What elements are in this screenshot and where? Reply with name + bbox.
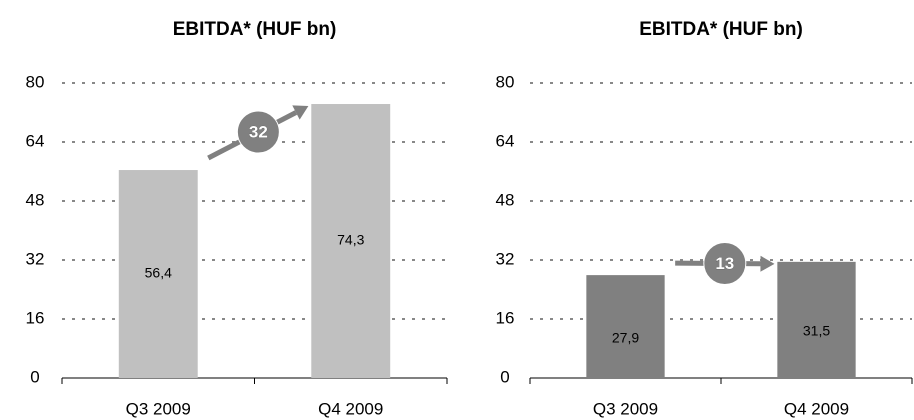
y-tick-label: 48 — [26, 190, 45, 209]
y-tick-label: 80 — [26, 72, 45, 91]
value-label: 27,9 — [612, 329, 639, 345]
value-label: 74,3 — [337, 232, 364, 248]
value-label: 31,5 — [803, 323, 830, 339]
annotation-badge — [703, 241, 747, 285]
y-tick-label: 16 — [496, 308, 515, 327]
x-tick-label: Q4 2009 — [784, 399, 849, 418]
x-tick-label: Q4 2009 — [318, 399, 383, 418]
arrow-head — [760, 255, 775, 272]
bar — [586, 275, 665, 378]
y-tick-label: 48 — [496, 190, 515, 209]
x-tick-label: Q3 2009 — [593, 399, 658, 418]
y-tick-label: 0 — [30, 367, 39, 386]
annotation-badge — [236, 110, 280, 154]
y-tick-label: 32 — [496, 249, 515, 268]
annotation: 32 — [249, 123, 268, 142]
annotation: 13 — [715, 254, 734, 273]
value-label: 56,4 — [145, 265, 172, 281]
y-tick-label: 80 — [496, 72, 515, 91]
x-tick-label: Q3 2009 — [126, 399, 191, 418]
chart-title: EBITDA* (HUF bn) — [173, 19, 337, 40]
y-tick-label: 64 — [496, 131, 515, 150]
chart-title: EBITDA* (HUF bn) — [639, 19, 803, 40]
y-tick-label: 16 — [26, 308, 45, 327]
y-tick-label: 64 — [26, 131, 45, 150]
bar — [118, 170, 198, 378]
bar — [777, 261, 856, 378]
arrow-head — [292, 105, 309, 120]
y-tick-label: 32 — [26, 249, 45, 268]
y-tick-label: 0 — [500, 367, 509, 386]
bar — [311, 104, 391, 379]
